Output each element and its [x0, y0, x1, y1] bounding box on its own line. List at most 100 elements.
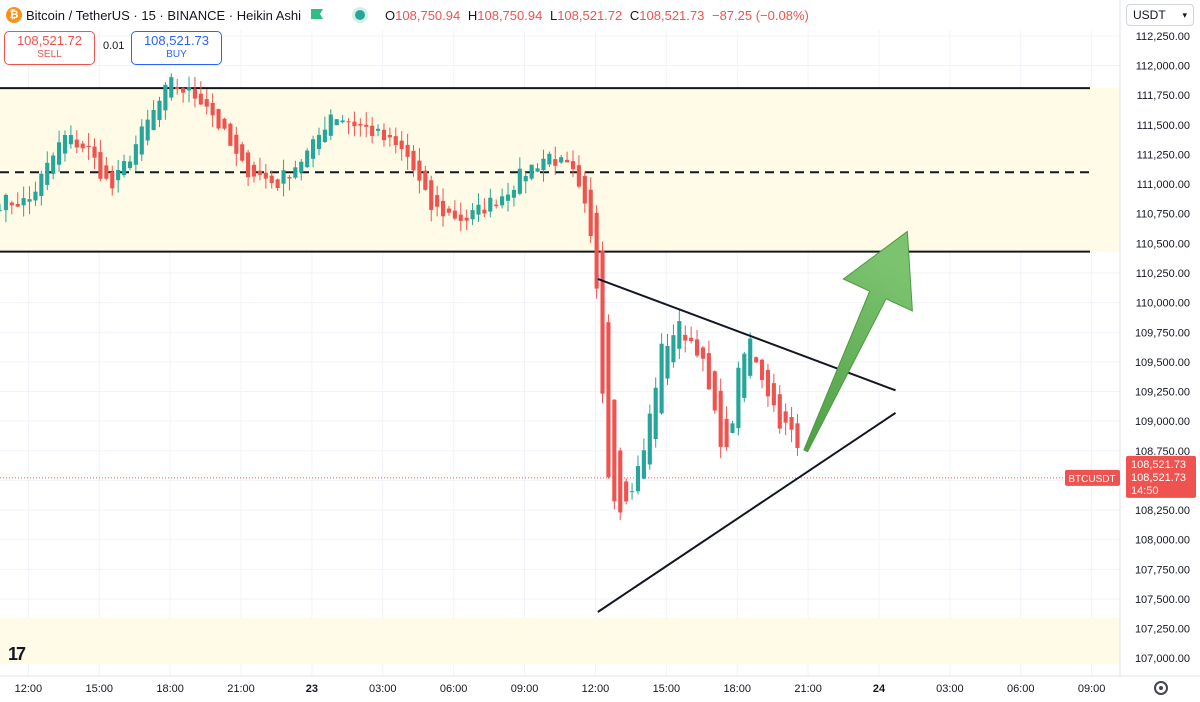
time-tick-label: 09:00 [511, 683, 539, 695]
candle-body [68, 134, 73, 145]
price-tick-label: 112,000.00 [1136, 61, 1190, 73]
candle-body [251, 164, 257, 177]
triangle-line-1[interactable] [597, 412, 897, 613]
time-axis[interactable]: 12:00 15:00 18:00 21:00 23 03:00 06:00 09:00 12:… [0, 675, 1200, 702]
time-tick-label: 06:00 [1007, 683, 1035, 695]
candle-body [210, 102, 215, 116]
time-tick-label: 24 [873, 683, 886, 695]
candle-body [80, 143, 85, 149]
candle-body [417, 160, 422, 181]
candle-body [263, 172, 268, 179]
candle-body [175, 87, 180, 90]
drawings [597, 230, 913, 613]
candle-body [399, 140, 404, 150]
price-tick-label: 110,500.00 [1136, 238, 1190, 250]
candle-body [116, 169, 121, 181]
candle-body [777, 394, 782, 429]
price-tag-price1: 108,521.73 [1131, 459, 1186, 471]
time-tick-label: 21:00 [227, 683, 255, 695]
candle-body [771, 383, 776, 406]
candle-body [653, 387, 658, 440]
candle-body [641, 450, 646, 479]
candle-body [494, 204, 499, 207]
candle-body [133, 144, 138, 165]
candle-body [789, 417, 794, 430]
candle-body [305, 150, 310, 168]
candle-body [559, 157, 564, 163]
tradingview-logo[interactable]: 17 [8, 644, 26, 664]
candle-series [0, 73, 800, 520]
candle-body [27, 199, 32, 202]
low-value: 108,521.72 [557, 7, 623, 23]
candle-body [553, 159, 558, 166]
currency-select[interactable]: USDT ▾ [1126, 4, 1194, 26]
candle-body [594, 212, 599, 289]
candle-body [523, 175, 528, 182]
candle-body [783, 411, 788, 423]
candle-body [157, 100, 162, 121]
candle-body [198, 93, 203, 105]
price-tick-label: 110,250.00 [1136, 268, 1190, 280]
price-tick-label: 109,250.00 [1135, 387, 1190, 399]
price-tag-countdown: 14:50 [1131, 485, 1159, 497]
chart-zones [0, 88, 1120, 665]
candle-body [186, 87, 192, 91]
candle-body [375, 128, 381, 131]
candle-body [759, 359, 765, 381]
candle-body [393, 136, 398, 146]
price-axis-bg [1120, 0, 1200, 702]
candle-body [730, 423, 735, 433]
close-value: 108,521.73 [639, 7, 705, 23]
price-axis[interactable]: 107,000.00 107,250.00 107,500.00 107,750.00… [1065, 0, 1200, 702]
candle-body [228, 123, 233, 146]
candle-body [358, 123, 363, 126]
gear-icon[interactable] [1154, 681, 1168, 695]
time-axis-bg [0, 676, 1200, 702]
candle-body [482, 209, 487, 214]
sell-button[interactable]: 108,521.72 SELL [4, 31, 95, 65]
market-status-icon [355, 10, 366, 20]
candle-body [706, 353, 711, 390]
flag-icon[interactable] [311, 9, 325, 21]
price-tag[interactable] [1126, 455, 1196, 498]
high-value: 108,750.94 [477, 7, 543, 23]
price-tick-label: 107,500.00 [1135, 594, 1190, 606]
candle-body [275, 179, 280, 189]
candle-body [334, 119, 339, 126]
candle-body [677, 321, 682, 349]
candle-body [547, 153, 552, 165]
candle-body [588, 189, 593, 237]
time-tick-label: 12:00 [15, 683, 43, 695]
candle-body [322, 129, 327, 143]
candle-body [222, 118, 227, 129]
candle-body [624, 481, 629, 502]
symbol-tag [1065, 469, 1120, 486]
candle-body [689, 337, 694, 341]
candle-body [505, 194, 511, 201]
bullish-arrow[interactable] [803, 230, 913, 453]
candle-body [665, 345, 670, 379]
symbol-tag-label: BTCUSDT [1068, 474, 1115, 485]
candle-body [121, 161, 127, 176]
candle-body [62, 135, 68, 154]
buy-button[interactable]: 108,521.73 BUY [131, 31, 222, 65]
candle-body [700, 347, 706, 359]
symbol-title[interactable]: Bitcoin / TetherUS · 15 · BINANCE · Heik… [26, 7, 302, 23]
candle-body [618, 450, 623, 513]
candle-body [429, 180, 434, 210]
time-tick-label: 18:00 [156, 683, 184, 695]
price-tick-label: 109,500.00 [1135, 357, 1190, 369]
candle-body [683, 334, 688, 341]
candle-body [511, 189, 516, 198]
triangle-line-0[interactable] [597, 277, 896, 392]
change-value: −87.25 (−0.08%) [711, 7, 809, 23]
chevron-down-icon: ▾ [1182, 9, 1187, 20]
candle-body [635, 466, 641, 492]
candle-body [9, 202, 14, 206]
zone-1 [0, 617, 1120, 665]
candle-body [127, 161, 133, 169]
candle-body [470, 210, 475, 220]
candle-body [452, 210, 457, 219]
price-tick-label: 111,250.00 [1137, 149, 1190, 161]
